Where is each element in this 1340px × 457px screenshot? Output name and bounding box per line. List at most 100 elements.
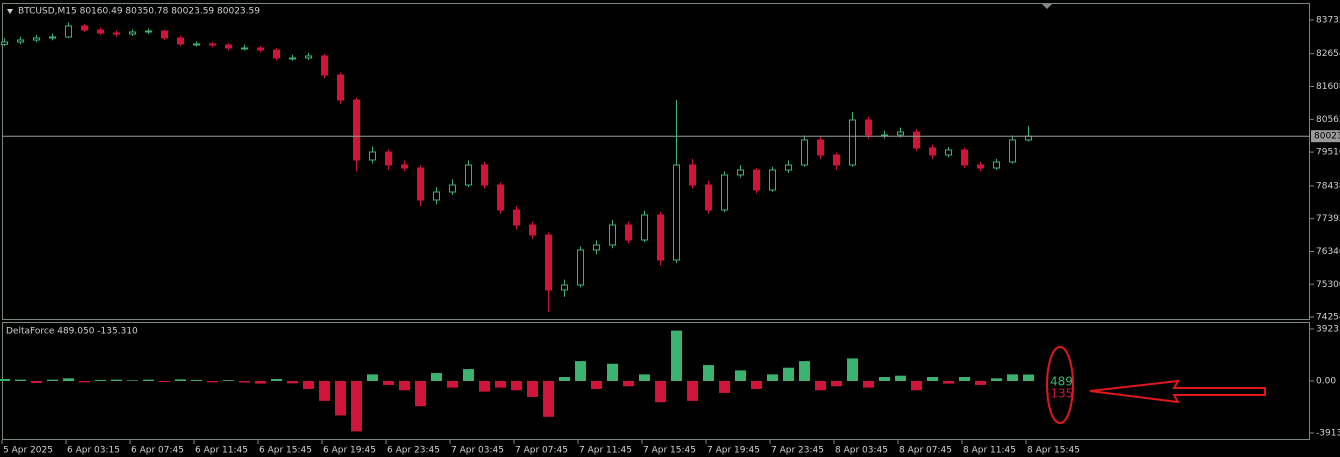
delta-bar: [751, 380, 762, 389]
candle-body: [657, 214, 664, 261]
candle-body: [769, 169, 776, 191]
delta-bar: [703, 365, 714, 381]
candle-body: [385, 151, 392, 166]
delta-bar: [927, 377, 938, 381]
candle-body: [225, 44, 232, 49]
delta-bar: [559, 377, 570, 381]
delta-bar: [1023, 374, 1034, 381]
candle-body: [65, 25, 72, 38]
x-tick-label: 7 Apr 15:45: [643, 446, 696, 456]
x-tick-label: 7 Apr 11:45: [579, 446, 632, 456]
candle-body: [497, 184, 504, 211]
y-tick-label: 83732: [1316, 15, 1340, 25]
candle-body: [513, 209, 520, 226]
delta-bar: [127, 380, 138, 381]
candle-body: [321, 55, 328, 76]
y-tick-label: 77392: [1316, 214, 1340, 224]
candle-body: [161, 30, 168, 39]
delta-bar: [607, 363, 618, 381]
current-price-box: [1311, 130, 1340, 143]
annotation-negative: -135: [1046, 387, 1073, 401]
candle-body: [241, 47, 248, 50]
candle-body: [433, 191, 440, 201]
candle-body: [17, 39, 24, 43]
x-tick-label: 7 Apr 03:45: [451, 446, 504, 456]
delta-bar: [63, 378, 74, 381]
pointer-arrow: [1089, 379, 1266, 404]
candle-body: [449, 184, 456, 193]
candle-body: [49, 36, 56, 39]
candle-body: [849, 119, 856, 166]
candle-body: [401, 164, 408, 169]
candle-body: [705, 184, 712, 211]
candle-body: [689, 164, 696, 186]
candle-body: [593, 244, 600, 251]
indicator-tick-label: -3913.: [1316, 428, 1340, 438]
x-tick-label: 6 Apr 11:45: [195, 446, 248, 456]
indicator-tick-label: 0.00: [1316, 376, 1336, 386]
delta-bar: [399, 380, 410, 391]
candle-body: [129, 31, 136, 35]
delta-bar: [687, 380, 698, 401]
x-tick-label: 8 Apr 11:45: [963, 446, 1016, 456]
x-tick-label: 7 Apr 23:45: [771, 446, 824, 456]
delta-bar: [895, 375, 906, 381]
x-tick-label: 5 Apr 2025: [3, 446, 53, 456]
delta-bar: [31, 380, 42, 383]
delta-bar: [479, 380, 490, 392]
delta-bar: [911, 380, 922, 391]
delta-bar: [271, 379, 282, 381]
delta-bar: [447, 380, 458, 388]
delta-bar: [239, 380, 250, 383]
delta-bar: [767, 374, 778, 381]
delta-bar: [367, 374, 378, 381]
delta-bar: [991, 378, 1002, 381]
delta-bar: [303, 380, 314, 389]
delta-bar: [319, 380, 330, 401]
delta-bar: [591, 380, 602, 389]
candle-body: [193, 43, 200, 46]
shift-marker: [1042, 4, 1052, 9]
candle-body: [177, 37, 184, 45]
delta-bar: [719, 380, 730, 393]
candle-body: [369, 151, 376, 161]
delta-bar: [287, 380, 298, 384]
delta-bar: [383, 380, 394, 385]
candle-body: [33, 37, 40, 41]
candle-body: [913, 131, 920, 149]
candle-body: [673, 164, 680, 261]
candle-body: [865, 119, 872, 136]
delta-bar: [191, 379, 202, 381]
delta-bar: [863, 380, 874, 388]
chart-title: BTCUSD,M15 80160.49 80350.78 80023.59 80…: [18, 7, 260, 17]
candle-body: [481, 164, 488, 186]
candle-body: [97, 29, 104, 34]
delta-bar: [111, 379, 122, 381]
delta-bar: [543, 380, 554, 417]
delta-bar: [223, 380, 234, 381]
candle-body: [753, 169, 760, 191]
indicator-tick-label: 3923.: [1316, 324, 1340, 334]
delta-bar: [943, 380, 954, 384]
candle-body: [817, 139, 824, 156]
delta-bar: [95, 379, 106, 381]
y-tick-label: 75300: [1316, 280, 1340, 290]
candle-body: [897, 131, 904, 136]
candle-body: [257, 47, 264, 51]
delta-bar: [79, 380, 90, 383]
candle-body: [465, 164, 472, 186]
x-tick-label: 6 Apr 23:45: [387, 446, 440, 456]
delta-bar: [879, 377, 890, 381]
candle-body: [801, 139, 808, 166]
candle-body: [561, 284, 568, 291]
delta-bar: [0, 379, 10, 381]
annotation-positive: 489: [1050, 375, 1073, 389]
y-tick-label: 80562: [1316, 115, 1340, 125]
delta-bar: [15, 379, 26, 381]
candle-body: [113, 32, 120, 35]
x-tick-label: 6 Apr 03:15: [67, 446, 120, 456]
delta-bar: [527, 380, 538, 397]
delta-bar: [975, 380, 986, 385]
delta-bar: [351, 380, 362, 432]
